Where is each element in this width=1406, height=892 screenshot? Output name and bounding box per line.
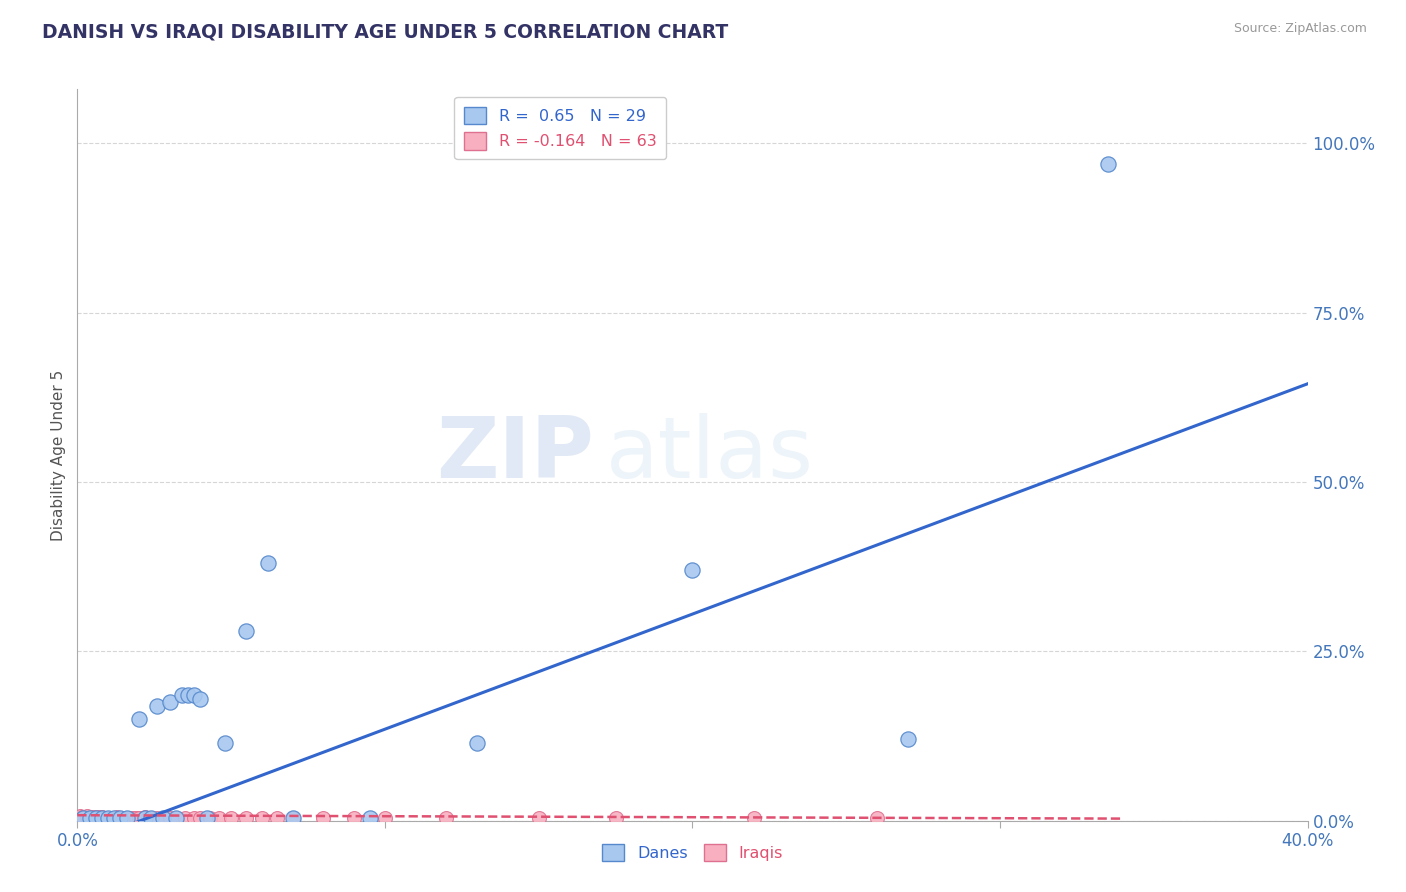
- Point: [208, 811, 231, 825]
- Point: [76, 810, 98, 824]
- Legend: Danes, Iraqis: Danes, Iraqis: [596, 838, 789, 868]
- Point: [82, 810, 104, 824]
- Point: [97, 811, 120, 825]
- Point: [465, 736, 488, 750]
- Text: Source: ZipAtlas.com: Source: ZipAtlas.com: [1233, 22, 1367, 36]
- Point: [125, 811, 148, 825]
- Point: [115, 811, 138, 825]
- Point: [100, 811, 122, 825]
- Point: [257, 556, 280, 570]
- Point: [69, 809, 91, 823]
- Point: [527, 811, 550, 825]
- Point: [82, 811, 104, 825]
- Point: [134, 811, 156, 825]
- Point: [69, 811, 91, 825]
- Point: [281, 811, 304, 825]
- Point: [128, 712, 150, 726]
- Point: [605, 811, 627, 825]
- Point: [103, 811, 125, 825]
- Text: ZIP: ZIP: [436, 413, 595, 497]
- Point: [72, 811, 94, 825]
- Point: [97, 811, 120, 825]
- Point: [159, 695, 181, 709]
- Point: [183, 689, 205, 703]
- Point: [76, 809, 98, 823]
- Point: [183, 811, 205, 825]
- Point: [198, 811, 221, 825]
- Point: [84, 811, 107, 825]
- Point: [84, 811, 107, 825]
- Point: [134, 811, 156, 825]
- Point: [312, 811, 335, 825]
- Point: [188, 691, 212, 706]
- Point: [146, 698, 169, 713]
- Point: [134, 810, 156, 824]
- Point: [84, 810, 107, 824]
- Point: [69, 809, 91, 823]
- Point: [235, 624, 257, 638]
- Point: [105, 811, 128, 825]
- Point: [121, 811, 143, 825]
- Point: [141, 811, 163, 825]
- Point: [374, 811, 396, 825]
- Point: [72, 810, 94, 824]
- Point: [359, 811, 381, 825]
- Text: atlas: atlas: [606, 413, 814, 497]
- Point: [266, 811, 288, 825]
- Point: [69, 810, 91, 824]
- Y-axis label: Disability Age Under 5: Disability Age Under 5: [51, 369, 66, 541]
- Point: [69, 811, 91, 825]
- Point: [281, 811, 304, 825]
- Point: [69, 811, 91, 825]
- Point: [105, 810, 128, 824]
- Point: [897, 732, 920, 747]
- Point: [165, 811, 187, 825]
- Point: [165, 811, 187, 825]
- Point: [79, 811, 101, 825]
- Point: [112, 811, 135, 825]
- Point: [177, 689, 200, 703]
- Point: [343, 811, 366, 825]
- Point: [103, 811, 125, 825]
- Point: [72, 809, 94, 823]
- Point: [115, 811, 138, 825]
- Point: [90, 811, 114, 825]
- Point: [146, 811, 169, 825]
- Point: [195, 811, 218, 825]
- Point: [219, 811, 242, 825]
- Point: [72, 811, 94, 825]
- Point: [110, 811, 132, 825]
- Point: [87, 810, 110, 824]
- Point: [174, 811, 197, 825]
- Point: [436, 811, 458, 825]
- Text: DANISH VS IRAQI DISABILITY AGE UNDER 5 CORRELATION CHART: DANISH VS IRAQI DISABILITY AGE UNDER 5 C…: [42, 22, 728, 41]
- Point: [235, 811, 257, 825]
- Point: [76, 811, 98, 825]
- Point: [152, 811, 174, 825]
- Point: [866, 811, 889, 825]
- Point: [742, 811, 765, 825]
- Point: [128, 811, 150, 825]
- Point: [136, 811, 159, 825]
- Point: [90, 810, 114, 824]
- Point: [1097, 157, 1119, 171]
- Point: [170, 689, 193, 703]
- Point: [69, 811, 91, 825]
- Point: [76, 809, 98, 823]
- Point: [188, 811, 212, 825]
- Point: [214, 736, 236, 750]
- Point: [682, 563, 704, 577]
- Point: [90, 811, 114, 825]
- Point: [250, 811, 273, 825]
- Point: [141, 811, 163, 825]
- Point: [118, 811, 141, 825]
- Point: [87, 811, 110, 825]
- Point: [94, 811, 117, 825]
- Point: [79, 811, 101, 825]
- Point: [69, 811, 91, 825]
- Point: [110, 811, 132, 825]
- Point: [152, 811, 174, 825]
- Point: [159, 811, 181, 825]
